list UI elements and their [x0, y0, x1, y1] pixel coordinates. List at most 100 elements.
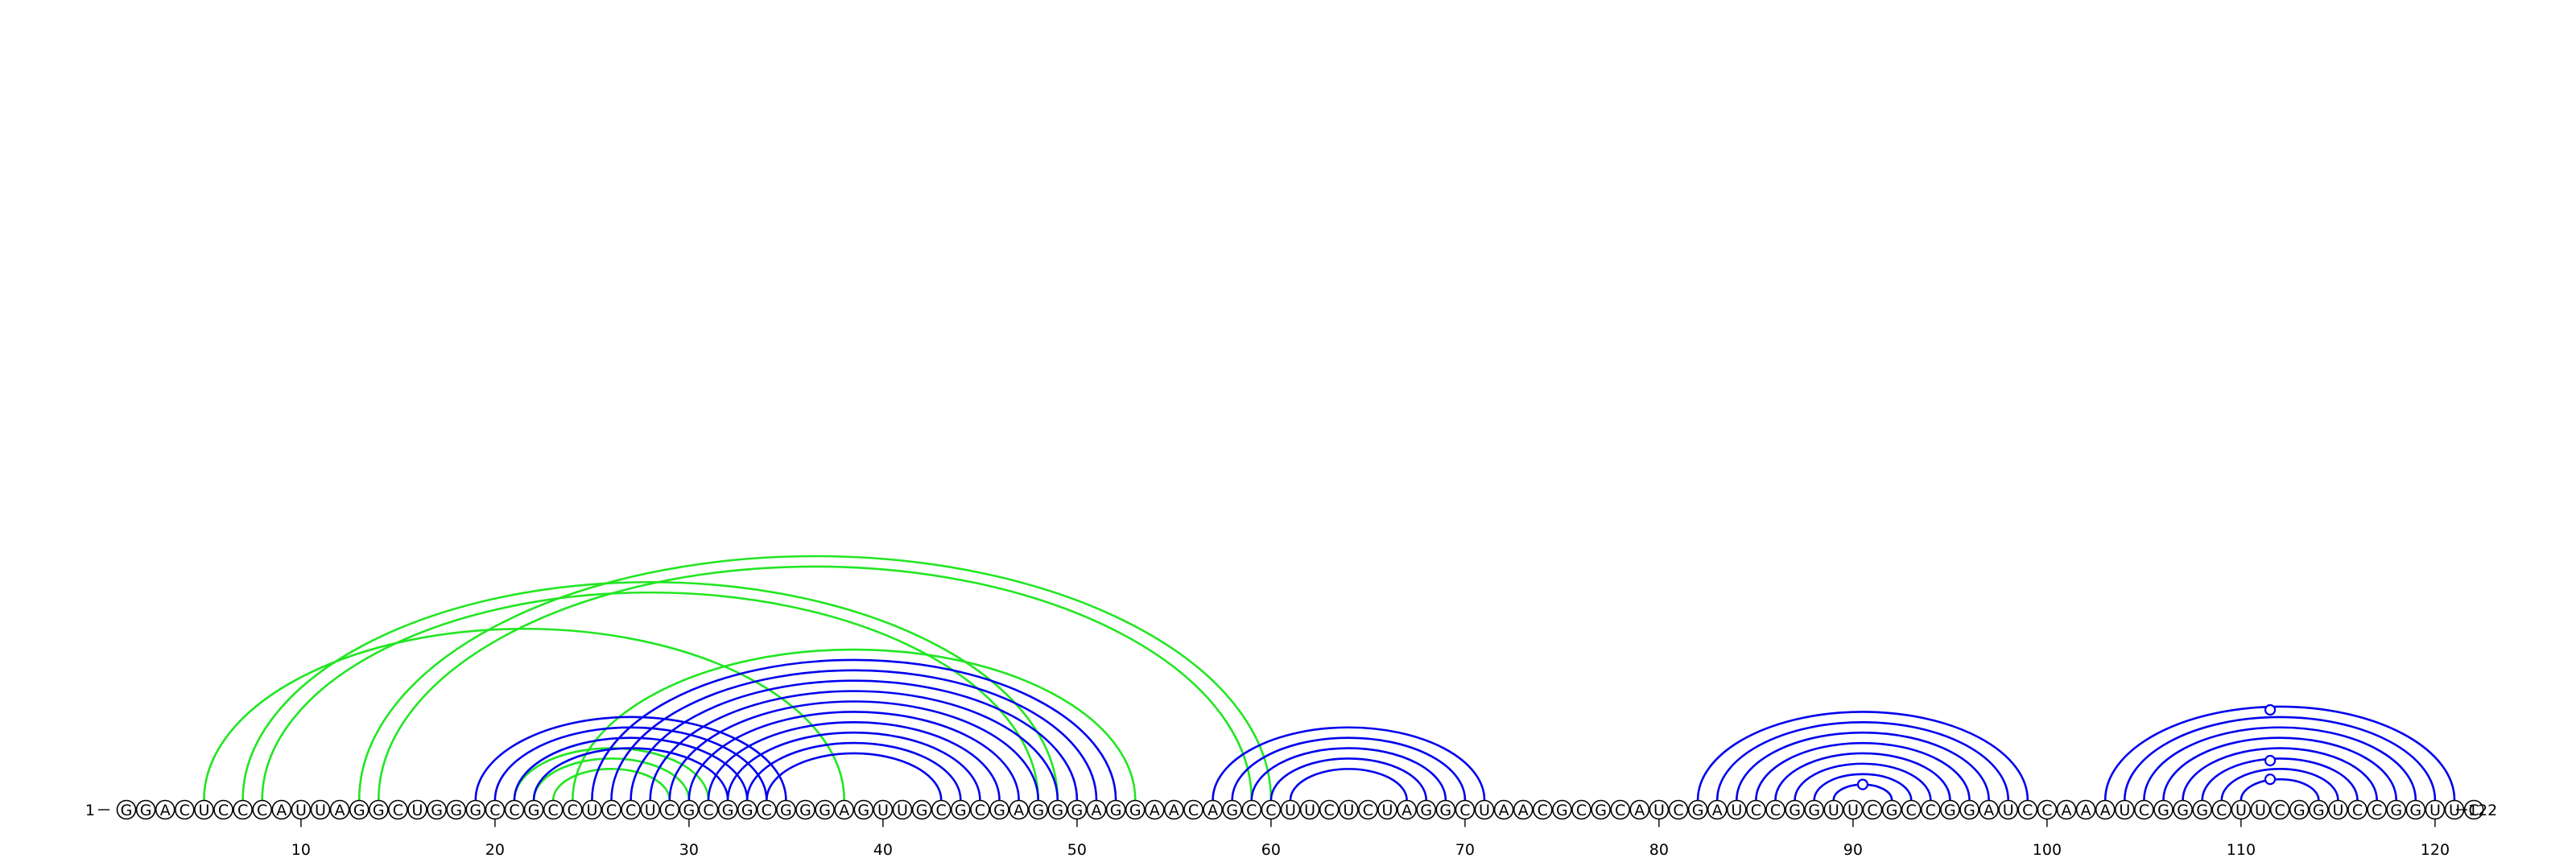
nucleotide-letter: A [2081, 802, 2091, 819]
nucleotide-letter: C [2022, 802, 2033, 819]
nucleotide-16: U [407, 799, 427, 820]
nucleotide-96: G [1959, 799, 1979, 820]
nucleotide-81: C [1668, 799, 1689, 820]
nucleotide-letter: G [1051, 802, 1063, 819]
nucleotide-33: G [737, 799, 758, 820]
nucleotide-letter: A [1499, 802, 1509, 819]
nucleotide-95: G [1940, 799, 1960, 820]
nucleotide-letter: G [780, 802, 792, 819]
nucleotide-103: A [2095, 799, 2116, 820]
nucleotide-letter: G [799, 802, 811, 819]
base-pair-arc-13-60 [357, 555, 1273, 801]
base-pair-arc-61-67 [1289, 768, 1408, 801]
nucleotide-letter: G [741, 802, 753, 819]
nucleotide-letter: C [936, 802, 947, 819]
base-pair-arc-25-52 [591, 658, 1117, 801]
base-pair-arc-34-43 [766, 752, 943, 801]
nucleotide-20: C [485, 799, 506, 820]
nucleotide-letter: U [2449, 802, 2460, 819]
nucleotide-70: C [1455, 799, 1476, 820]
nucleotide-letter: G [1692, 802, 1704, 819]
nucleotide-17: G [427, 799, 447, 820]
nucleotide-letter: C [1673, 802, 1683, 819]
nucleotide-115: U [2328, 799, 2348, 820]
nucleotide-14: G [368, 799, 389, 820]
nucleotide-letter: A [1984, 802, 1994, 819]
nucleotide-letter: A [1634, 802, 1645, 819]
nucleotide-102: A [2075, 799, 2096, 820]
nucleotide-letter: C [548, 802, 559, 819]
nucleotide-letter: G [450, 802, 462, 819]
nucleotide-42: G [911, 799, 932, 820]
nucleotide-26: C [601, 799, 621, 820]
nucleotide-letter: A [1013, 802, 1024, 819]
loop-marker [2264, 754, 2277, 767]
nucleotide-letter: C [568, 802, 578, 819]
base-pair-arc-87-94 [1794, 762, 1932, 801]
nucleotide-letter: C [1459, 802, 1470, 819]
nucleotide-letter: C [257, 802, 267, 819]
nucleotide-letter: G [1944, 802, 1956, 819]
nucleotide-25: U [582, 799, 602, 820]
base-pair-arc-5-38 [203, 627, 845, 801]
nucleotide-letter: U [2119, 802, 2130, 819]
nucleotide-letter: C [1615, 802, 1625, 819]
nucleotide-letter: U [2255, 802, 2266, 819]
base-pair-arc-57-71 [1212, 726, 1486, 801]
base-pair-arc-7-49 [242, 580, 1059, 801]
nucleotide-43: C [931, 799, 952, 820]
nucleotide-82: G [1687, 799, 1708, 820]
nucleotide-34: C [756, 799, 777, 820]
nucleotide-letter: G [2177, 802, 2189, 819]
base-pair-arc-27-50 [630, 679, 1079, 801]
base-pair-arc-33-44 [745, 741, 962, 801]
tick-label-90: 90 [1843, 841, 1863, 858]
nucleotide-letter: G [1129, 802, 1141, 819]
base-pair-arc-108-116 [2201, 757, 2359, 801]
nucleotide-60: C [1261, 799, 1282, 820]
nucleotide-letter: U [2235, 802, 2247, 819]
nucleotide-53: G [1125, 799, 1146, 820]
base-pair-arc-32-45 [726, 731, 981, 801]
nucleotide-letter: A [335, 802, 345, 819]
base-pair-arc-28-49 [649, 690, 1059, 801]
nucleotide-7: C [233, 799, 253, 820]
nucleotide-letter: G [2196, 802, 2208, 819]
nucleotide-39: G [853, 799, 874, 820]
nucleotide-45: C [970, 799, 990, 820]
nucleotide-18: G [446, 799, 467, 820]
nucleotide-86: C [1765, 799, 1785, 820]
nucleotide-letter: A [839, 802, 849, 819]
nucleotide-letter: A [1169, 802, 1179, 819]
nucleotide-letter: C [1867, 802, 1877, 819]
nucleotide-66: U [1377, 799, 1397, 820]
nucleotide-letter: G [2313, 802, 2325, 819]
nucleotide-6: C [213, 799, 233, 820]
nucleotide-4: C [175, 799, 195, 820]
nucleotide-letter: G [1110, 802, 1122, 819]
nucleotide-letter: U [1285, 802, 1296, 819]
nucleotide-letter: G [1226, 802, 1238, 819]
nucleotide-letter: G [2409, 802, 2421, 819]
nucleotide-71: U [1474, 799, 1495, 820]
nucleotide-letter: C [762, 802, 772, 819]
nucleotide-107: G [2173, 799, 2193, 820]
base-pair-arc-30-47 [687, 711, 1020, 801]
nucleotide-letter: C [180, 802, 190, 819]
base-pair-arc-82-99 [1696, 711, 2029, 801]
tick-label-60: 60 [1261, 841, 1281, 858]
nucleotide-letter: U [412, 802, 423, 819]
nucleotide-letter: C [2372, 802, 2382, 819]
nucleotide-114: G [2309, 799, 2329, 820]
base-pair-arc-22-30 [532, 757, 691, 801]
base-pair-arc-21-33 [513, 736, 749, 801]
nucleotide-72: A [1493, 799, 1514, 820]
nucleotide-letter: G [140, 802, 152, 819]
tick-label-80: 80 [1649, 841, 1669, 858]
tick-label-20: 20 [485, 841, 505, 858]
nucleotide-letter: G [1439, 802, 1451, 819]
nucleotide-letter: G [353, 802, 365, 819]
nucleotide-87: G [1785, 799, 1805, 820]
base-pair-arc-104-120 [2124, 716, 2437, 801]
base-pair-arc-29-48 [668, 700, 1039, 801]
